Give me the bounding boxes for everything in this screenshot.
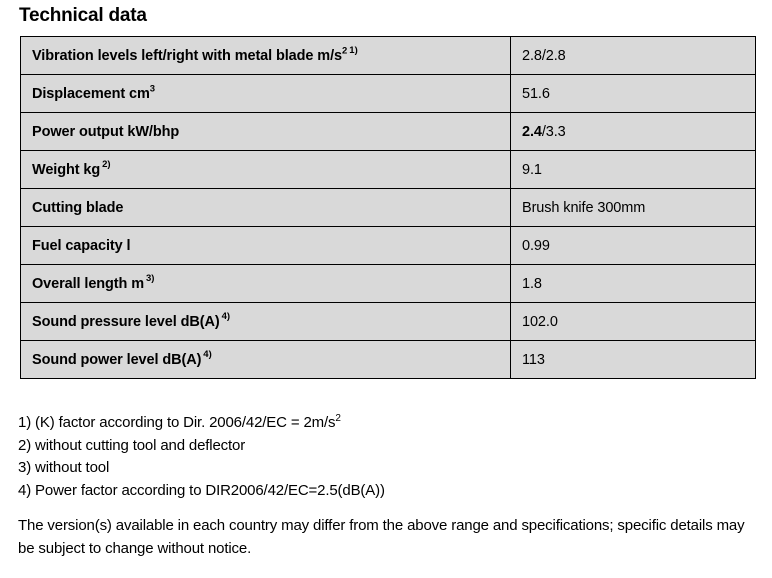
technical-data-table: Vibration levels left/right with metal b… [20,36,756,379]
spec-value-text: 1.8 [522,275,542,292]
spec-value-cell: 51.6 [510,74,756,113]
spec-label-text: Weight kg [32,161,101,178]
spec-label-text: Sound power level dB(A) [32,351,202,368]
technical-data-table-body: Vibration levels left/right with metal b… [20,36,756,379]
footnotes-list: 1) (K) factor according to Dir. 2006/42/… [18,412,758,502]
page-title: Technical data [19,5,147,26]
spec-label-text: Power output kW/bhp [32,123,180,140]
spec-value-cell: 0.99 [510,226,756,265]
spec-value-text: 9.1 [522,161,542,178]
spec-label-cell: Cutting blade [20,188,511,227]
spec-value-cell: 102.0 [510,302,756,341]
spec-value-cell: 2.8/2.8 [510,36,756,75]
spec-value-cell: 1.8 [510,264,756,303]
table-row: Weight kg 2) 9.1 [20,150,756,189]
unit-superscript: 2 [341,45,348,57]
spec-value-cell: Brush knife 300mm [510,188,756,227]
spec-value-cell: 9.1 [510,150,756,189]
spec-value-text: 0.99 [522,237,550,254]
spec-value-text: 2.8/2.8 [522,47,566,64]
footnote-marker: 3) [146,273,155,285]
spec-label-text: Overall length m [32,275,145,292]
spec-value-text: 2.4/3.3 [522,124,566,140]
footnote-line: 1) (K) factor according to Dir. 2006/42/… [18,412,758,435]
table-row: Sound pressure level dB(A) 4) 102.0 [20,302,756,341]
table-row: Overall length m 3) 1.8 [20,264,756,303]
spec-label-cell: Vibration levels left/right with metal b… [20,36,511,75]
footnote-marker: 4) [221,311,231,323]
table-row: Fuel capacity l 0.99 [20,226,756,265]
unit-superscript: 3 [149,83,156,95]
table-row: Vibration levels left/right with metal b… [20,36,756,75]
spec-label-text: Sound pressure level dB(A) [32,313,220,330]
spec-label-text: Displacement cm [32,85,150,102]
table-row: Displacement cm3 51.6 [20,74,756,113]
spec-label-text: Vibration levels left/right with metal b… [32,47,342,64]
spec-label-cell: Power output kW/bhp [20,112,511,151]
spec-label-cell: Sound power level dB(A) 4) [20,340,511,379]
footnote-text: 4) Power factor according to DIR2006/42/… [18,481,385,499]
spec-label-cell: Overall length m 3) [20,264,511,303]
spec-value-rest: /3.3 [541,123,566,140]
footnote-marker: 2) [102,159,111,171]
footnote-text: 1) (K) factor according to Dir. 2006/42/… [18,414,336,431]
spec-label-cell: Weight kg 2) [20,150,511,189]
table-row: Cutting blade Brush knife 300mm [20,188,756,227]
footnote-line: 4) Power factor according to DIR2006/42/… [18,480,758,503]
spec-value-text: 113 [522,351,545,368]
spec-value-text: Brush knife 300mm [522,199,646,216]
closing-note: The version(s) available in each country… [18,517,745,557]
table-row: Sound power level dB(A) 4) 113 [20,340,756,379]
footnote-line: 3) without tool [18,457,758,480]
table-row: Power output kW/bhp 2.4/3.3 [20,112,756,151]
spec-label-cell: Sound pressure level dB(A) 4) [20,302,511,341]
footnote-unit-superscript: 2 [335,413,341,424]
spec-label-cell: Displacement cm3 [20,74,511,113]
footnote-marker: 1) [349,45,358,57]
spec-label-text: Cutting blade [32,199,124,216]
spec-value-bold: 2.4 [522,123,542,140]
spec-value-cell: 2.4/3.3 [510,112,756,151]
spec-label-cell: Fuel capacity l [20,226,511,265]
spec-label-text: Fuel capacity l [32,237,131,254]
spec-value-cell: 113 [510,340,756,379]
footnote-text: 2) without cutting tool and deflector [18,436,246,454]
spec-value-text: 51.6 [522,85,550,102]
footnote-text: 3) without tool [18,459,110,476]
footnote-line: 2) without cutting tool and deflector [18,435,758,458]
footnote-marker: 4) [203,349,212,361]
spec-value-text: 102.0 [522,313,558,330]
